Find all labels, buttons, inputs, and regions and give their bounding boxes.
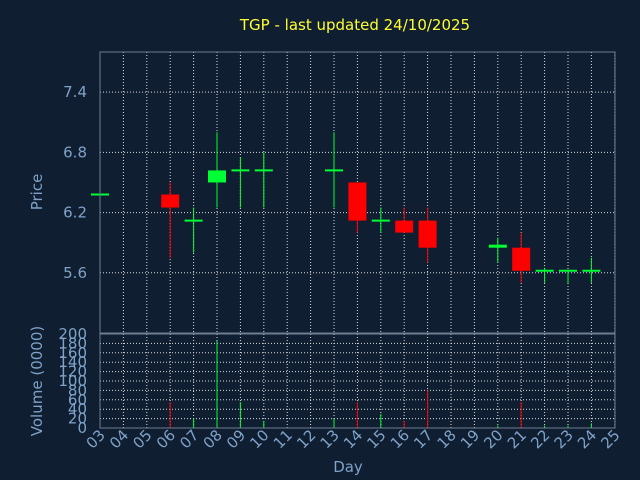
price-axis-label: Price <box>28 174 46 211</box>
volume-tick-label: 120 <box>58 363 87 381</box>
x-tick-label: 25 <box>597 426 623 452</box>
candle-body <box>395 220 414 233</box>
price-panel-frame <box>99 51 616 334</box>
price-tick-label: 5.6 <box>63 264 87 282</box>
price-grid <box>100 52 616 333</box>
candle-body <box>208 170 226 183</box>
volume-tick-label: 200 <box>58 325 87 343</box>
volume-tick-label: 100 <box>58 372 87 390</box>
x-tick-label: 17 <box>410 426 436 452</box>
x-tick-label: 15 <box>363 426 389 452</box>
candle-body <box>161 194 180 208</box>
x-tick-label: 18 <box>434 426 460 452</box>
volume-axis-label: Volume (0000) <box>28 326 46 436</box>
x-tick-label: 20 <box>480 426 506 452</box>
x-tick-label: 12 <box>293 426 319 452</box>
chart-title: TGP - last updated 24/10/2025 <box>239 16 470 34</box>
x-tick-label: 04 <box>106 426 132 452</box>
volume-tick-label: 160 <box>58 344 87 362</box>
candle-body <box>512 247 531 271</box>
volume-tick-label: 40 <box>68 400 87 418</box>
x-tick-label: 23 <box>551 426 577 452</box>
x-tick-label: 11 <box>270 426 296 452</box>
price-tick-label: 6.2 <box>63 204 87 222</box>
volume-tick-label: 0 <box>77 419 87 437</box>
x-tick-label: 14 <box>340 426 366 452</box>
x-ticks: 0304050607080910111213141516171819202122… <box>83 426 624 452</box>
price-tick-label: 6.8 <box>63 143 87 161</box>
x-tick-label: 10 <box>246 426 272 452</box>
volume-tick-label: 180 <box>58 334 87 352</box>
candles <box>91 132 601 283</box>
price-tick-label: 7.4 <box>63 83 87 101</box>
x-axis-label: Day <box>333 458 363 476</box>
x-tick-label: 21 <box>504 426 530 452</box>
x-tick-label: 16 <box>387 426 413 452</box>
volume-panel-frame <box>99 333 616 429</box>
volume-bars <box>169 341 592 428</box>
x-tick-label: 22 <box>527 426 553 452</box>
volume-tick-label: 140 <box>58 353 87 371</box>
x-tick-label: 06 <box>153 426 179 452</box>
x-tick-label: 07 <box>176 426 202 452</box>
x-tick-label: 13 <box>317 426 343 452</box>
x-tick-label: 08 <box>200 426 226 452</box>
x-tick-label: 24 <box>574 426 600 452</box>
candle-body <box>488 244 507 248</box>
volume-tick-label: 60 <box>68 391 87 409</box>
volume-tick-label: 80 <box>68 381 87 399</box>
candle-body <box>348 182 367 221</box>
x-tick-label: 09 <box>223 426 249 452</box>
price-y-ticks: 7.4 6.8 6.2 5.6 <box>63 83 87 282</box>
volume-tick-label: 20 <box>68 410 87 428</box>
x-tick-label: 19 <box>457 426 483 452</box>
x-tick-label: 05 <box>129 426 155 452</box>
candle-body <box>418 220 437 248</box>
